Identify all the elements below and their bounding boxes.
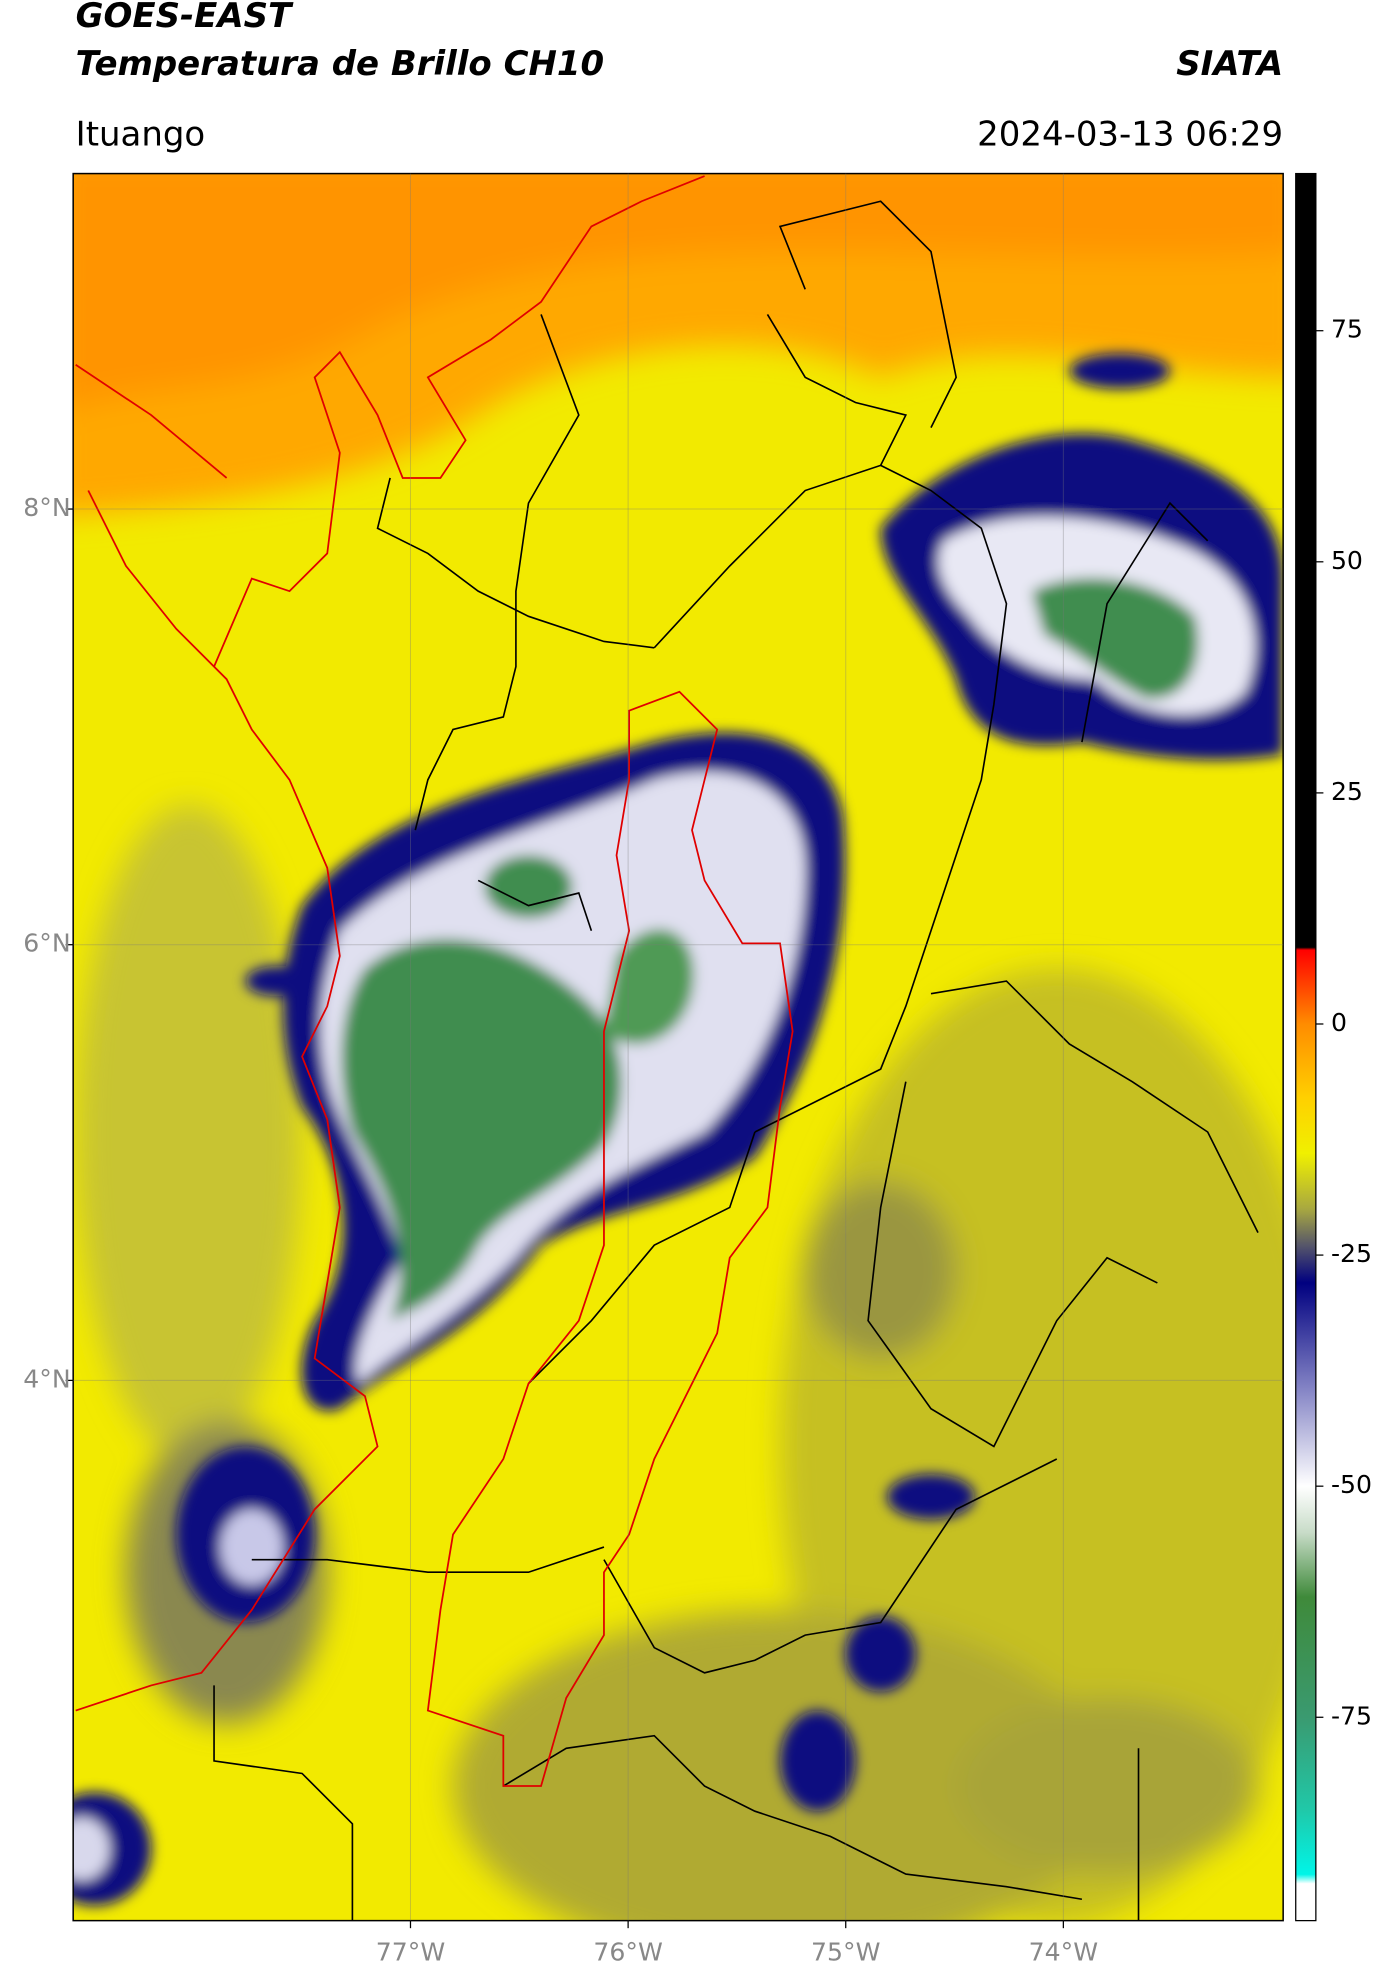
- x-tick-label: 75°W: [811, 1937, 881, 1966]
- x-tick-label: 77°W: [376, 1937, 446, 1966]
- colorbar-tick-label: 0: [1331, 1008, 1347, 1037]
- colorbar-tick-label: -75: [1331, 1701, 1372, 1730]
- source: SIATA: [1176, 44, 1283, 84]
- colorbar-tick-label: 50: [1331, 546, 1363, 575]
- location: Ituango: [76, 114, 206, 154]
- x-tick-label: 74°W: [1029, 1937, 1099, 1966]
- colorbar-scale: [1295, 172, 1317, 1922]
- colorbar-tick-label: -25: [1331, 1239, 1372, 1268]
- y-tick-label: 8°N: [23, 493, 70, 522]
- datetime: 2024-03-13 06:29: [977, 114, 1283, 154]
- colorbar: 75 50 25 0 -25 -50 -75: [1295, 172, 1372, 1922]
- subtitle: Temperatura de Brillo CH10: [76, 44, 604, 84]
- colorbar-tick-label: 75: [1331, 315, 1363, 344]
- graticule: 77°W 76°W 75°W 74°W 8°N 6°N 4°N: [23, 173, 1284, 1966]
- satellite-image: [73, 173, 1284, 1921]
- y-tick-label: 6°N: [23, 929, 70, 958]
- y-tick-label: 4°N: [23, 1364, 70, 1393]
- map-frame: [72, 172, 1284, 1922]
- title: GOES-EAST: [76, 0, 294, 36]
- x-tick-label: 76°W: [593, 1937, 663, 1966]
- colorbar-tick-label: 25: [1331, 777, 1363, 806]
- colorbar-tick-label: -50: [1331, 1470, 1372, 1499]
